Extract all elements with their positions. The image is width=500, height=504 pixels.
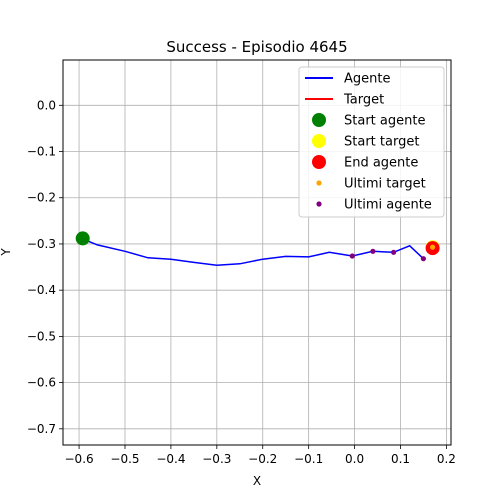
legend-swatch-start-target bbox=[312, 134, 326, 148]
y-tick-label: −0.1 bbox=[27, 145, 56, 159]
x-tick-label: −0.3 bbox=[202, 452, 231, 466]
legend-swatch-ultimi-target bbox=[316, 180, 322, 186]
legend-swatch-start-agente bbox=[312, 113, 326, 127]
point-ultimi-agente bbox=[370, 248, 376, 254]
point-ultimi-target bbox=[430, 244, 436, 250]
point-ultimi-agente bbox=[349, 253, 355, 259]
x-tick-label: 0.2 bbox=[437, 452, 456, 466]
legend-box bbox=[298, 66, 445, 218]
y-tick-label: −0.5 bbox=[27, 329, 56, 343]
ticks: −0.6 −0.5 −0.4 −0.3 −0.2 −0.1 0.0 0.1 0.2 0.0 −0.1… bbox=[27, 98, 456, 466]
y-tick-label: 0.0 bbox=[37, 98, 56, 112]
legend-swatch-ultimi-agente bbox=[316, 201, 322, 207]
x-tick-label: −0.2 bbox=[248, 452, 277, 466]
chart-title: Success - Episodio 4645 bbox=[166, 38, 347, 56]
plot-area bbox=[75, 231, 440, 266]
y-tick-label: −0.2 bbox=[27, 191, 56, 205]
legend-label-target: Target bbox=[343, 93, 384, 108]
legend-label-agente: Agente bbox=[344, 72, 390, 87]
y-axis-label: Y bbox=[0, 248, 13, 257]
point-ultimi-agente bbox=[420, 256, 426, 262]
x-tick-label: 0.1 bbox=[391, 452, 410, 466]
axes-frame bbox=[62, 59, 452, 446]
legend-label-ultimi-agente: Ultimi agente bbox=[344, 198, 432, 213]
x-tick-label: −0.1 bbox=[294, 452, 323, 466]
legend-label-end-agente: End agente bbox=[344, 156, 418, 171]
x-tick-label: −0.6 bbox=[65, 452, 94, 466]
y-tick-label: −0.7 bbox=[27, 422, 56, 436]
y-tick-label: −0.6 bbox=[27, 376, 56, 390]
point-ultimi-agente bbox=[391, 249, 397, 255]
point-start-agente bbox=[75, 231, 90, 246]
legend: Agente Target Start agente Start target End … bbox=[298, 66, 445, 218]
y-tick-label: −0.3 bbox=[27, 237, 56, 251]
legend-label-ultimi-target: Ultimi target bbox=[344, 177, 426, 192]
x-tick-label: 0.0 bbox=[345, 452, 364, 466]
x-tick-label: −0.5 bbox=[110, 452, 139, 466]
legend-label-start-agente: Start agente bbox=[344, 114, 425, 129]
x-axis-label: X bbox=[253, 474, 261, 488]
legend-label-start-target: Start target bbox=[344, 135, 419, 150]
legend-swatch-end-agente bbox=[312, 155, 326, 169]
y-tick-label: −0.4 bbox=[27, 283, 56, 297]
x-tick-label: −0.4 bbox=[156, 452, 185, 466]
series-line-agente bbox=[81, 237, 424, 266]
